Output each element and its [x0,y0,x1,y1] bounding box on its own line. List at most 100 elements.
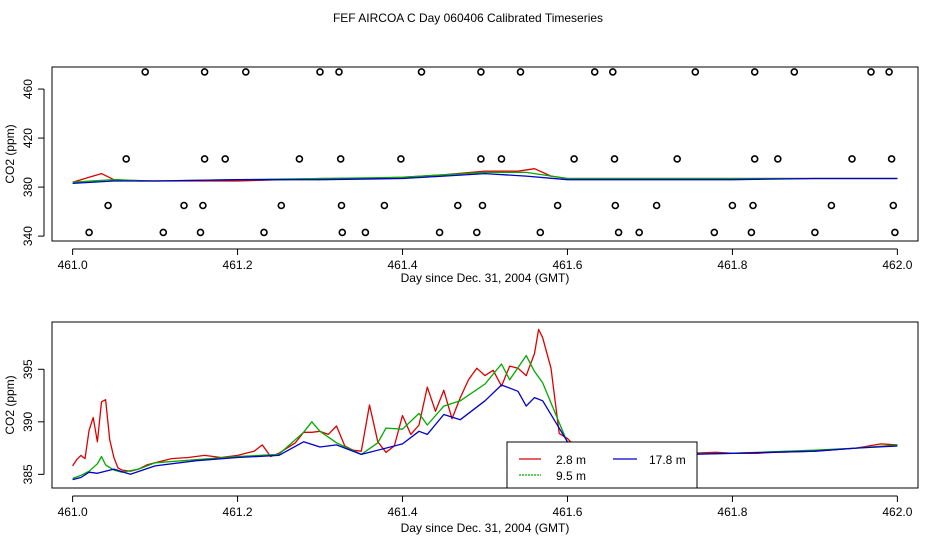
y-tick-label: 395 [21,359,35,379]
calibration-point [516,68,525,76]
figure-title: FEF AIRCOA C Day 060406 Calibrated Times… [333,11,603,25]
calibration-point [336,155,345,163]
calibration-point [750,155,759,163]
calibration-point [867,68,875,76]
x-tick-label: 461.6 [552,258,582,272]
x-axis-top: 461.0 461.2 461.4 461.6 461.8 462.0 [58,248,913,272]
y-axis-top: 340 380 420 460 [21,79,45,246]
x-tick-label: 461.4 [388,505,418,519]
y-tick-label: 420 [21,128,35,148]
calibration-point [85,228,93,237]
x-tick-label: 461.6 [552,505,582,519]
calibration-point [750,68,759,76]
x-tick-label: 461.0 [58,258,88,272]
calibration-point [710,228,719,237]
calibration-point [397,155,405,163]
calibration-point [590,68,599,76]
panel-top: 461.0 461.2 461.4 461.6 461.8 462.0 340 380 420… [3,66,919,285]
calibration-point [889,201,898,210]
calibration-point [335,68,343,76]
calibration-point [811,228,819,237]
calibration-point [747,228,756,237]
calibration-point [891,228,899,237]
calibration-point [295,155,304,163]
calibration-point [749,201,757,210]
calibration-point [453,201,462,210]
y-axis-label-bottom: CO2 (ppm) [3,375,17,434]
calibration-point [104,201,112,210]
legend-label-17-8m: 17.8 m [649,453,686,467]
y-tick-label: 340 [21,226,35,246]
calibration-point [790,68,799,76]
legend-box [506,441,698,489]
calibration-point [180,201,188,210]
series-line-17-8-m-top [72,172,898,185]
x-tick-label: 461.2 [223,505,253,519]
calibration-point [242,68,250,76]
calibration-point [536,228,545,237]
calibration-point [478,201,487,210]
y-tick-label: 390 [21,411,35,431]
calibration-point [885,68,893,76]
marks-bottom [72,328,898,481]
x-tick-label: 461.4 [388,258,418,272]
calibration-point [199,201,207,210]
x-axis-label-top: Day since Dec. 31, 2004 (GMT) [401,271,570,285]
calibration-point [196,228,205,237]
x-tick-label: 461.0 [58,505,88,519]
legend-label-2-8m: 2.8 m [556,453,586,467]
calibration-point [635,228,644,237]
calibration-point [141,68,149,76]
calibration-point [221,155,229,163]
calibration-point [159,228,168,237]
marks-top [72,68,899,237]
x-axis-label-bottom: Day since Dec. 31, 2004 (GMT) [401,521,570,535]
calibration-point [887,155,896,163]
calibration-point [673,155,682,163]
x-tick-label: 462.0 [882,258,912,272]
calibration-point [361,228,370,237]
calibration-point [477,68,485,76]
series-line-9-5-m-bottom [72,354,898,480]
calibration-point [848,155,856,163]
calibration-point [472,228,481,237]
calibration-point [477,155,485,163]
calibration-point [614,228,623,237]
plot-frame-bottom [51,321,919,489]
x-tick-label: 461.8 [717,258,747,272]
series-line-17-8-m-bottom [72,384,898,481]
y-tick-label: 460 [21,79,35,99]
x-tick-label: 461.2 [223,258,253,272]
calibration-point [570,155,578,163]
calibration-point [316,68,324,76]
y-tick-label: 385 [21,464,35,484]
calibration-point [337,201,346,210]
calibration-point [608,68,617,76]
calibration-point [417,68,426,76]
calibration-point [260,228,268,237]
plot-frame-top [51,66,919,242]
calibration-point [338,228,347,237]
calibration-point [200,155,209,163]
calibration-point [827,201,836,210]
x-tick-label: 462.0 [882,505,912,519]
legend-label-9-5m: 9.5 m [556,469,586,483]
calibration-point [610,155,619,163]
y-axis-label-top: CO2 (ppm) [3,124,17,183]
panel-bottom: 461.0 461.2 461.4 461.6 461.8 462.0 385 390 395… [3,321,919,535]
x-tick-label: 461.8 [717,505,747,519]
calibration-point [773,155,782,163]
calibration-point [652,201,661,210]
calibration-point [200,68,209,76]
calibration-point [277,201,286,210]
calibration-point [728,201,737,210]
calibration-point [380,201,389,210]
calibration-point [553,201,562,210]
y-axis-bottom: 385 390 395 [21,359,45,484]
calibration-point [497,155,506,163]
calibration-point [691,68,700,76]
calibration-point [435,228,444,237]
legend: 2.8 m 9.5 m 17.8 m [506,441,698,489]
calibration-point [122,155,130,163]
